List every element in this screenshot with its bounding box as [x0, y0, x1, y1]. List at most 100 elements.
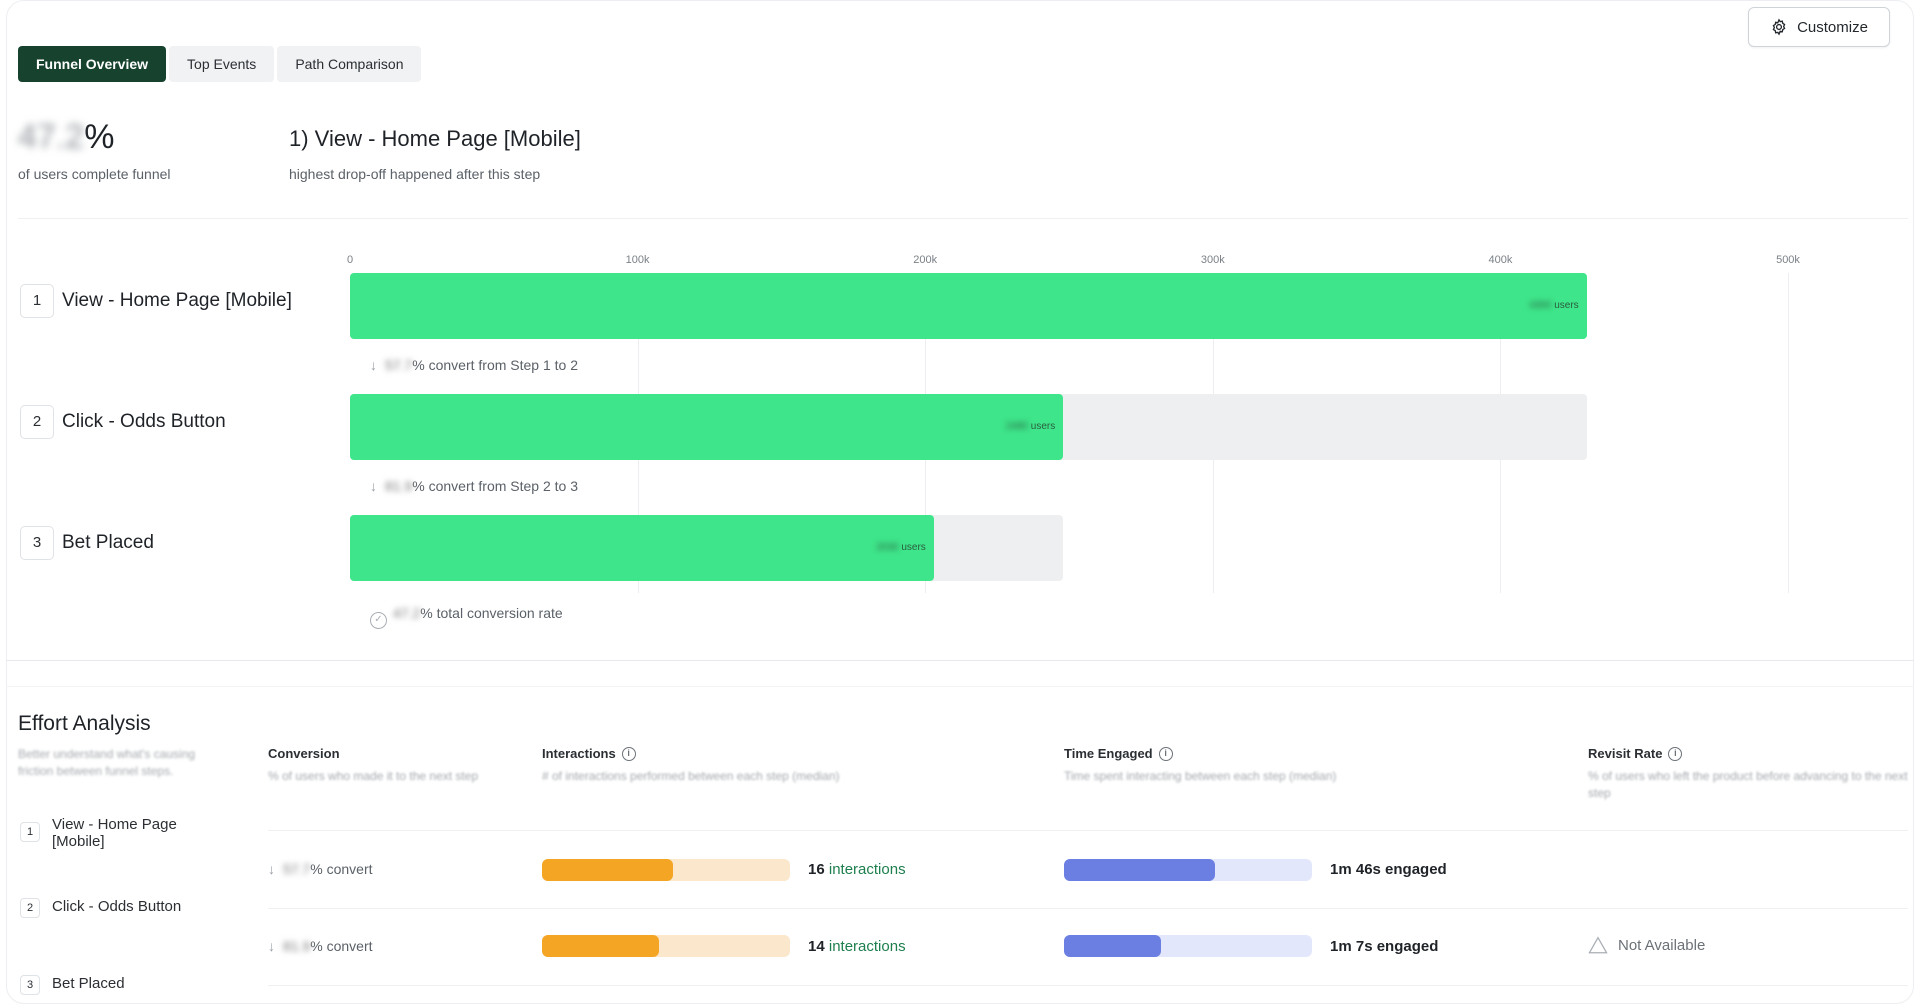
users-suffix: users: [898, 542, 926, 553]
x-tick-label: 500k: [1776, 254, 1800, 266]
col-desc: Time spent interacting between each step…: [1064, 769, 1337, 783]
col-title: Conversion: [268, 746, 340, 761]
divider: [6, 660, 1914, 661]
interactions-value: 14: [808, 938, 825, 955]
bar-users-label: 2480 users: [973, 421, 1055, 432]
tab-path-comparison[interactable]: Path Comparison: [277, 46, 422, 82]
effort-step: 1 View - Home Page [Mobile]: [20, 816, 212, 850]
row-divider: [268, 830, 1908, 831]
bar-users-label: 2030 users: [844, 542, 926, 553]
divider: [18, 218, 1908, 219]
time-label: engaged: [1376, 938, 1439, 955]
row-conversion: ↓ 57.7% convert: [268, 861, 373, 877]
x-tick-label: 200k: [913, 254, 938, 266]
effort-step: 3 Bet Placed: [20, 975, 125, 995]
time-engaged-bar: [1064, 935, 1312, 957]
info-icon[interactable]: i: [621, 746, 636, 761]
arrow-down-icon: ↓: [370, 478, 377, 494]
conversion-suffix: % convert: [310, 938, 373, 954]
tab-funnel-overview[interactable]: Funnel Overview: [18, 46, 167, 82]
step-label: View - Home Page [Mobile]: [62, 290, 292, 311]
bar-users-label: 4300 users: [1497, 300, 1579, 311]
col-desc: % of users who made it to the next step: [268, 769, 479, 783]
dropoff-caption: highest drop-off happened after this ste…: [289, 166, 541, 182]
row-divider: [268, 985, 1908, 986]
users-hidden-value: 2030: [876, 542, 899, 553]
step-label: Bet Placed: [62, 532, 154, 553]
step-label: View - Home Page [Mobile]: [52, 816, 177, 850]
col-header-conversion: Conversion: [268, 746, 340, 761]
time-engaged-bar: [1064, 859, 1312, 881]
total-conversion-note: ✓ 47.2% total conversion rate: [370, 605, 563, 629]
col-header-time-engaged: Time Engaged i: [1064, 746, 1173, 761]
step-number: 2: [20, 898, 40, 918]
conversion-hidden-value: 81.9: [283, 938, 311, 954]
conversion-hidden-value: 81.9: [385, 478, 413, 494]
not-available-text: Not Available: [1618, 936, 1706, 954]
users-hidden-value: 2480: [1005, 421, 1028, 432]
arrow-down-icon: ↓: [268, 938, 275, 954]
interactions-label: interactions: [828, 938, 906, 955]
interactions-value: 16: [808, 861, 825, 878]
view-tabs: Funnel Overview Top Events Path Comparis…: [18, 46, 422, 82]
interactions-metric[interactable]: 16 interactions: [808, 861, 906, 878]
time-value: 1m 46s: [1330, 861, 1381, 878]
col-title: Revisit Rate: [1588, 746, 1663, 761]
funnel-bar[interactable]: [350, 515, 934, 581]
effort-analysis-title: Effort Analysis: [18, 712, 151, 735]
revisit-rate-value: Not Available: [1588, 936, 1705, 954]
check-circle-icon: ✓: [370, 612, 387, 629]
step-label: Click - Odds Button: [52, 898, 182, 915]
time-engaged-metric: 1m 7s engaged: [1330, 938, 1438, 955]
step-label: Bet Placed: [52, 975, 125, 992]
step-number: 3: [20, 526, 54, 560]
gridline: [1788, 273, 1789, 593]
interactions-bar-fill: [542, 935, 659, 957]
step-conversion-note: ↓ 81.9% convert from Step 2 to 3: [370, 478, 578, 494]
conversion-suffix: % convert: [310, 861, 373, 877]
time-engaged-metric: 1m 46s engaged: [1330, 861, 1447, 878]
warning-triangle-icon: [1588, 936, 1608, 954]
users-suffix: users: [1551, 300, 1579, 311]
step-number: 1: [20, 284, 54, 318]
info-icon[interactable]: i: [1158, 746, 1173, 761]
col-header-interactions: Interactions i: [542, 746, 636, 761]
customize-button[interactable]: Customize: [1748, 7, 1890, 47]
funnel-completion-pct: 47.2 %: [18, 118, 114, 157]
tab-top-events[interactable]: Top Events: [169, 46, 275, 82]
step-label: Click - Odds Button: [62, 411, 226, 432]
funnel-bar[interactable]: [350, 273, 1587, 339]
conversion-text: % convert from Step 2 to 3: [412, 478, 578, 494]
interactions-bar: [542, 859, 790, 881]
step-conversion-note: ↓ 57.7% convert from Step 1 to 2: [370, 357, 578, 373]
x-tick-label: 400k: [1488, 254, 1513, 266]
completion-caption: of users complete funnel: [18, 166, 171, 182]
col-title: Time Engaged: [1064, 746, 1153, 761]
divider: [6, 686, 1914, 687]
info-icon[interactable]: i: [1668, 746, 1683, 761]
interactions-bar: [542, 935, 790, 957]
users-suffix: users: [1028, 421, 1056, 432]
app-frame: [6, 0, 1914, 1004]
col-header-revisit-rate: Revisit Rate i: [1588, 746, 1683, 761]
step-number: 1: [20, 822, 40, 842]
funnel-chart: 0 100k 200k 300k 400k 500k 1 View - Home Page…: [20, 254, 1800, 629]
gear-icon: [1772, 18, 1786, 36]
row-divider: [268, 908, 1908, 909]
funnel-bar[interactable]: [350, 394, 1064, 460]
conversion-hidden-value: 57.7: [283, 861, 311, 877]
x-tick-label: 100k: [625, 254, 650, 266]
effort-step: 2 Click - Odds Button: [20, 898, 181, 918]
time-value: 1m 7s: [1330, 938, 1373, 955]
interactions-metric[interactable]: 14 interactions: [808, 938, 906, 955]
x-tick-label: 300k: [1200, 254, 1225, 266]
time-label: engaged: [1385, 861, 1447, 878]
step-number: 2: [20, 405, 54, 439]
dropoff-step-title: 1) View - Home Page [Mobile]: [289, 126, 581, 151]
arrow-down-icon: ↓: [268, 861, 275, 877]
time-engaged-bar-fill: [1064, 935, 1161, 957]
arrow-down-icon: ↓: [370, 357, 377, 373]
interactions-bar-fill: [542, 859, 674, 881]
time-engaged-bar-fill: [1064, 859, 1216, 881]
effort-analysis-subtitle: Better understand what's causing frictio…: [18, 747, 196, 778]
